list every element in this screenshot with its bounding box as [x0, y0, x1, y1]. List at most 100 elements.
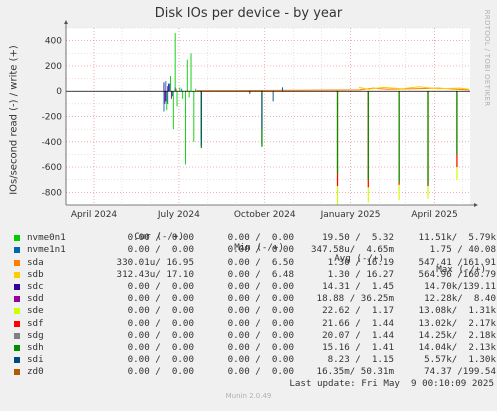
legend-header-avg: Avg (-/+)	[334, 253, 384, 264]
legend-max: 14.70k/139.11	[424, 280, 496, 292]
legend-max: 1.75 / 40.08	[429, 244, 496, 256]
last-update: Last update: Fri May 9 00:10:09 2025	[289, 378, 494, 390]
legend-cur: 312.43u/ 17.10	[116, 268, 194, 280]
legend-row-sdf: sdf 0.00 / 0.00 0.00 / 0.00 21.66 / 1.44 13.…	[14, 317, 496, 330]
legend-avg: 347.58u/ 4.65m	[311, 244, 394, 256]
chart-title: Disk IOs per device - by year	[154, 6, 343, 21]
legend-min: 0.00 / 0.00	[227, 244, 294, 256]
legend-avg: 22.62 / 1.17	[322, 305, 394, 317]
legend-min: 0.00 / 0.00	[227, 317, 294, 329]
series-sdb-line	[358, 86, 470, 90]
legend-name: sdd	[27, 293, 44, 305]
legend-avg: 1.30 / 16.19	[327, 256, 394, 268]
legend-name: sdg	[27, 329, 44, 341]
legend-max: 564.96 /160.79	[418, 268, 496, 280]
legend-row-nvme0n1: nvme0n1 0.00 / 0.00 0.00 / 0.00 19.50 / 5.3…	[14, 232, 496, 244]
legend-name: sda	[27, 256, 44, 268]
legend-min: 0.00 / 0.00	[227, 366, 294, 378]
legend-row-zd0: zd0 0.00 / 0.00 0.00 / 0.00 16.35m/ 50.31m 7…	[14, 366, 496, 378]
legend-avg: 14.31 / 1.45	[322, 280, 394, 292]
y-axis-arrow	[64, 20, 68, 24]
x-axis-arrow	[474, 203, 478, 207]
legend-avg: 18.88 / 36.25m	[316, 293, 394, 305]
legend: Cur (-/+) Min (-/+) Avg (-/+) Max (-/+) …	[14, 220, 496, 391]
legend-min: 0.00 / 6.50	[227, 256, 294, 268]
legend-max: 13.02k/ 2.17k	[418, 317, 496, 329]
legend-row-nvme1n1: nvme1n1 0.00 / 0.00 0.00 / 0.00 347.58u/ 4.…	[14, 244, 496, 256]
legend-name: nvme1n1	[27, 244, 66, 256]
legend-swatch	[14, 344, 20, 351]
legend-max: 74.37 /199.54	[424, 366, 496, 378]
legend-avg: 19.50 / 5.32	[322, 232, 394, 244]
legend-cur: 0.00 / 0.00	[127, 341, 194, 353]
legend-row-sdc: sdc 0.00 / 0.00 0.00 / 0.00 14.31 / 1.45 14.…	[14, 280, 496, 293]
legend-swatch	[14, 271, 20, 278]
legend-header-max: Max (-/+)	[436, 264, 486, 275]
legend-row-sda: sda 330.01u/ 16.95 0.00 / 6.50 1.30 / 16.19…	[14, 256, 496, 269]
legend-rows: nvme0n1 0.00 / 0.00 0.00 / 0.00 19.50 / 5.3…	[14, 232, 496, 378]
x-tick-label: July 2024	[157, 210, 200, 220]
x-tick-label: April 2025	[411, 210, 457, 220]
legend-header-min: Min (-/+)	[234, 242, 284, 253]
legend-swatch	[14, 332, 20, 339]
legend-avg: 1.30 / 16.27	[327, 268, 394, 280]
legend-min: 0.00 / 0.00	[227, 293, 294, 305]
legend-cur: 0.00 / 0.00	[127, 280, 194, 292]
legend-row-sdd: sdd 0.00 / 0.00 0.00 / 0.00 18.88 / 36.25m 1…	[14, 293, 496, 305]
legend-name: zd0	[27, 366, 44, 378]
legend-max: 5.57k/ 1.30k	[424, 354, 496, 366]
legend-name: sdi	[27, 354, 44, 366]
munin-version: Munin 2.0.49	[225, 392, 272, 400]
legend-cur: 0.00 / 0.00	[127, 244, 194, 256]
legend-swatch	[14, 369, 20, 376]
legend-max: 13.08k/ 1.31k	[418, 305, 496, 317]
legend-avg: 20.07 / 1.44	[322, 329, 394, 341]
legend-name: sdh	[27, 341, 44, 353]
x-tick-label: April 2024	[71, 210, 118, 220]
legend-cur: 0.00 / 0.00	[127, 293, 194, 305]
legend-header: Cur (-/+) Min (-/+) Avg (-/+) Max (-/+)	[14, 220, 494, 275]
y-tick-label: -800	[42, 188, 63, 198]
legend-avg: 16.35m/ 50.31m	[316, 366, 394, 378]
x-tick-label: October 2024	[234, 210, 296, 220]
legend-swatch	[14, 235, 20, 242]
legend-cur: 0.00 / 0.00	[127, 354, 194, 366]
legend-max: 11.51k/ 5.79k	[418, 232, 496, 244]
y-tick-label: 200	[45, 62, 62, 72]
legend-avg: 15.16 / 1.41	[322, 341, 394, 353]
y-tick-label: -200	[42, 113, 63, 123]
y-tick-label: -400	[42, 138, 63, 148]
legend-row-sdb: sdb 312.43u/ 17.10 0.00 / 6.48 1.30 / 16.27…	[14, 268, 496, 281]
legend-name: sde	[27, 305, 44, 317]
legend-min: 0.00 / 0.00	[227, 341, 294, 353]
legend-name: sdb	[27, 268, 44, 280]
legend-row-sde: sde 0.00 / 0.00 0.00 / 0.00 22.62 / 1.17 13.…	[14, 305, 496, 317]
legend-swatch	[14, 308, 20, 315]
legend-cur: 0.00 / 0.00	[127, 329, 194, 341]
y-tick-label: 0	[56, 87, 62, 97]
legend-name: nvme0n1	[27, 232, 66, 244]
legend-max: 14.25k/ 2.18k	[418, 329, 496, 341]
legend-header-cur: Cur (-/+)	[134, 231, 184, 242]
legend-name: sdf	[27, 317, 44, 329]
legend-swatch	[14, 296, 20, 303]
legend-swatch	[14, 247, 20, 254]
legend-cur: 330.01u/ 16.95	[116, 256, 194, 268]
legend-min: 0.00 / 0.00	[227, 329, 294, 341]
legend-avg: 8.23 / 1.15	[327, 354, 394, 366]
legend-min: 0.00 / 0.00	[227, 354, 294, 366]
legend-max: 547.41 /161.91	[418, 256, 496, 268]
legend-swatch	[14, 259, 20, 266]
legend-cur: 0.00 / 0.00	[127, 305, 194, 317]
legend-max: 12.28k/ 8.40	[424, 293, 496, 305]
legend-swatch	[14, 320, 20, 327]
y-tick-label: 400	[45, 37, 62, 47]
last-update-row: Last update: Fri May 9 00:10:09 2025	[14, 378, 494, 390]
legend-avg: 21.66 / 1.44	[322, 317, 394, 329]
legend-row-sdh: sdh 0.00 / 0.00 0.00 / 0.00 15.16 / 1.41 14.…	[14, 341, 496, 354]
legend-cur: 0.00 / 0.00	[127, 232, 194, 244]
legend-cur: 0.00 / 0.00	[127, 317, 194, 329]
legend-max: 14.04k/ 2.13k	[418, 341, 496, 353]
legend-min: 0.00 / 6.48	[227, 268, 294, 280]
legend-min: 0.00 / 0.00	[227, 280, 294, 292]
